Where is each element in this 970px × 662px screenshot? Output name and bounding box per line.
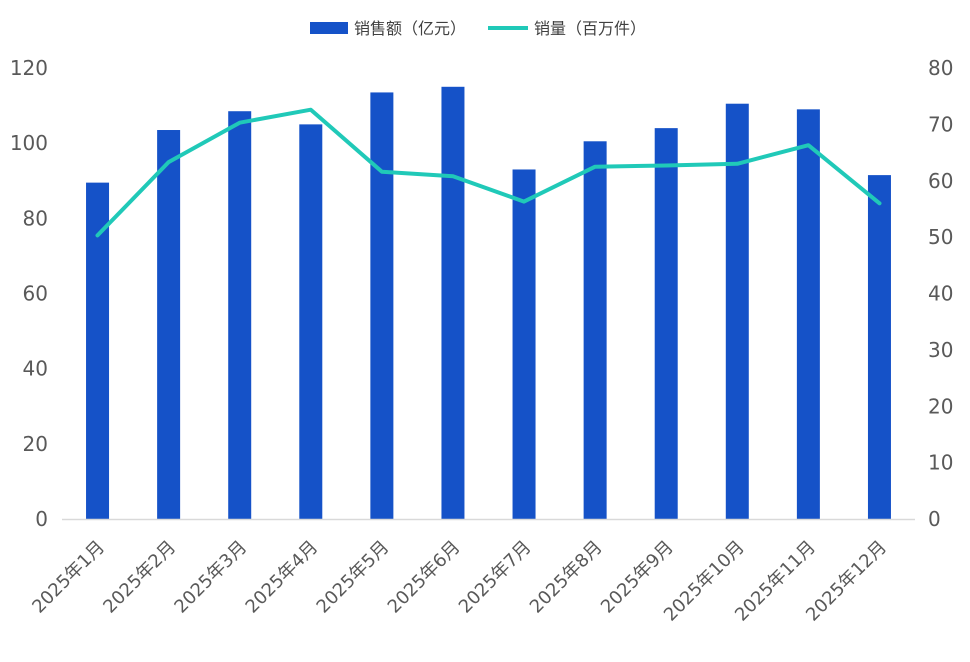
left-y-tick-label: 60: [23, 282, 48, 306]
x-tick-label: 2025年5月: [313, 537, 394, 618]
x-tick-label: 2025年3月: [170, 537, 251, 618]
right-y-tick-label: 10: [928, 451, 953, 475]
left-y-tick-label: 20: [23, 432, 48, 456]
x-tick-label: 2025年7月: [455, 537, 536, 618]
right-y-tick-label: 40: [928, 282, 953, 306]
bar-sales: [441, 87, 464, 519]
x-tick-label: 2025年6月: [384, 537, 465, 618]
x-tick-label: 2025年2月: [99, 537, 180, 618]
left-y-tick-label: 120: [10, 56, 48, 80]
x-tick-label: 2025年8月: [526, 537, 607, 618]
left-y-tick-label: 100: [10, 131, 48, 155]
left-y-tick-label: 0: [35, 507, 48, 531]
line-series-volume: [97, 110, 879, 236]
right-y-tick-label: 30: [928, 338, 953, 362]
legend-label-volume: 销量（百万件）: [534, 19, 646, 38]
x-axis: 2025年1月2025年2月2025年3月2025年4月2025年5月2025年…: [28, 537, 891, 626]
bar-sales: [513, 169, 536, 519]
legend-swatch-sales: [310, 22, 348, 34]
line-volume: [98, 110, 880, 236]
bar-sales: [299, 124, 322, 519]
bar-sales: [868, 175, 891, 519]
legend: 销售额（亿元） 销量（百万件）: [310, 19, 646, 38]
right-y-tick-label: 60: [928, 169, 953, 193]
bar-sales: [228, 111, 251, 519]
bar-series-sales: [86, 87, 891, 519]
bar-sales: [797, 109, 820, 519]
right-y-tick-label: 20: [928, 394, 953, 418]
bar-sales: [584, 141, 607, 519]
bar-sales: [726, 104, 749, 519]
right-y-tick-label: 0: [928, 507, 941, 531]
bar-sales: [655, 128, 678, 519]
right-y-axis: 0 10 20 30 40 50 60 70 80: [928, 56, 953, 531]
right-y-tick-label: 80: [928, 56, 953, 80]
bar-sales: [370, 92, 393, 519]
left-y-axis: 0 20 40 60 80 100 120: [10, 56, 48, 531]
x-tick-label: 2025年1月: [28, 537, 109, 618]
legend-label-sales: 销售额（亿元）: [354, 19, 466, 38]
right-y-tick-label: 70: [928, 112, 953, 136]
bar-sales: [157, 130, 180, 519]
left-y-tick-label: 40: [23, 357, 48, 381]
x-tick-label: 2025年4月: [242, 537, 323, 618]
right-y-tick-label: 50: [928, 225, 953, 249]
left-y-tick-label: 80: [23, 206, 48, 230]
